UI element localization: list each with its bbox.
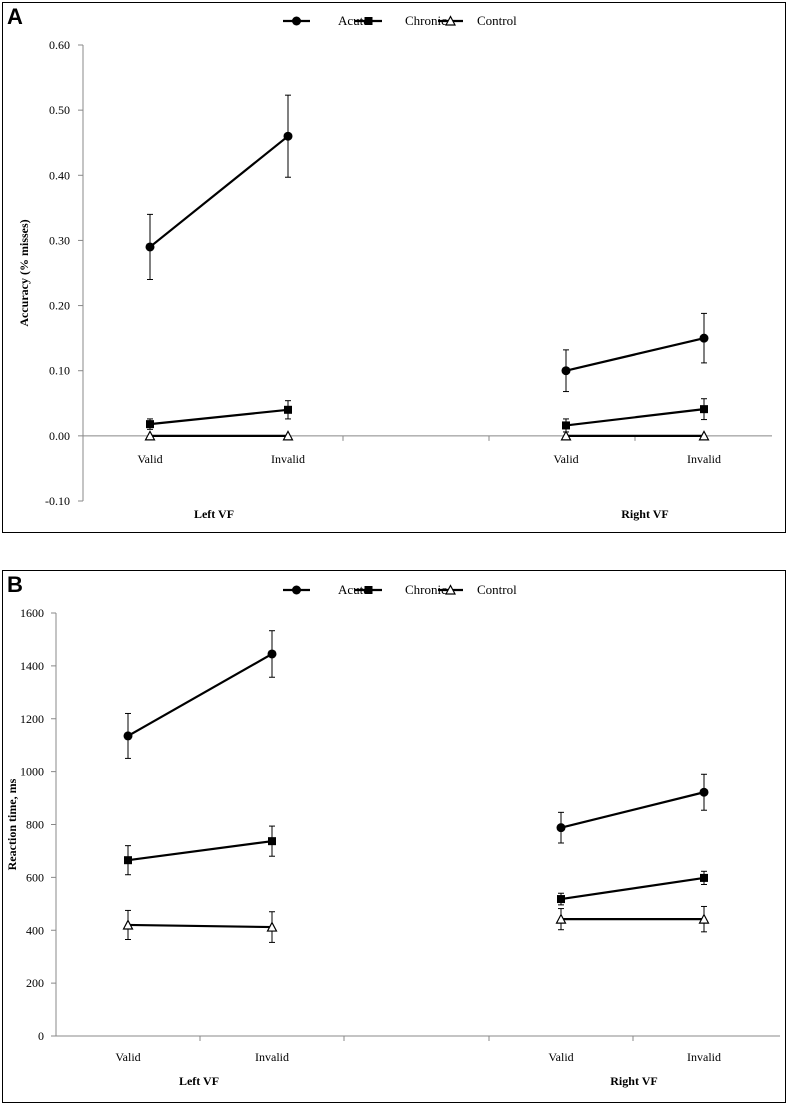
p2-acute-legend-label: Acute xyxy=(338,582,369,597)
p1-acute-series-line xyxy=(565,337,705,372)
p1-y-tick-label: 0.50 xyxy=(49,103,70,117)
p2-control-point xyxy=(122,919,134,930)
panel-a-frame xyxy=(2,2,786,533)
p1-y-tick-label: 0.00 xyxy=(49,429,70,443)
p2-control-legend-marker xyxy=(445,584,456,595)
p1-category-label: Valid xyxy=(553,452,578,466)
p2-y-tick-label: 200 xyxy=(26,976,44,990)
panel-b-frame xyxy=(2,570,786,1103)
p1-chronic-legend-marker xyxy=(364,17,373,25)
p2-chronic-point xyxy=(557,895,565,904)
p1-acute-point xyxy=(283,131,293,141)
p2-chronic-point xyxy=(700,873,708,882)
p1-y-tick-label: 0.20 xyxy=(49,299,70,313)
p1-category-label: Valid xyxy=(137,452,162,466)
p1-chronic-point xyxy=(562,421,570,430)
p1-y-tick-label: 0.30 xyxy=(49,233,70,247)
p2-category-label: Invalid xyxy=(687,1050,721,1064)
p2-acute-series-line xyxy=(560,791,705,829)
panel-letter-b: B xyxy=(7,572,23,597)
p2-control-point xyxy=(266,921,278,932)
p1-control-point xyxy=(282,430,294,441)
p1-chronic-legend-label: Chronic xyxy=(405,13,447,28)
p2-y-tick-label: 800 xyxy=(26,818,44,832)
p2-chronic-point xyxy=(124,856,132,865)
p2-y-axis-label: Reaction time, ms xyxy=(5,778,19,870)
p2-y-tick-label: 600 xyxy=(26,870,44,884)
p1-chronic-point xyxy=(700,405,708,414)
p2-chronic-point xyxy=(268,837,276,846)
p1-control-legend-label: Control xyxy=(477,13,517,28)
p2-y-tick-label: 1400 xyxy=(20,659,44,673)
p2-y-tick-label: 1000 xyxy=(20,765,44,779)
p2-acute-point xyxy=(123,731,133,741)
p1-y-tick-label: 0.10 xyxy=(49,364,70,378)
p1-y-tick-label: -0.10 xyxy=(45,494,70,508)
p1-acute-series-line xyxy=(149,135,289,248)
p2-chronic-legend-label: Chronic xyxy=(405,582,447,597)
p1-group-label: Right VF xyxy=(621,507,668,521)
p2-control-point xyxy=(555,913,567,924)
p2-category-label: Invalid xyxy=(255,1050,289,1064)
p2-control-legend-label: Control xyxy=(477,582,517,597)
p2-control-point xyxy=(698,913,710,924)
p1-category-label: Invalid xyxy=(687,452,721,466)
p1-chronic-point xyxy=(146,420,154,429)
p1-control-point xyxy=(698,430,710,441)
p1-y-tick-label: 0.40 xyxy=(49,168,70,182)
p2-y-tick-label: 1200 xyxy=(20,712,44,726)
p1-group-label: Left VF xyxy=(194,507,234,521)
p1-acute-point xyxy=(699,333,709,343)
p1-y-tick-label: 0.60 xyxy=(49,38,70,52)
p1-acute-legend-marker xyxy=(292,16,301,26)
p2-y-tick-label: 1600 xyxy=(20,606,44,620)
p2-category-label: Valid xyxy=(548,1050,573,1064)
panel-letter-a: A xyxy=(7,4,23,29)
p1-chronic-point xyxy=(284,405,292,414)
p2-chronic-series-line xyxy=(127,840,273,862)
p2-control-series-line xyxy=(127,923,273,929)
p2-acute-point xyxy=(267,649,277,659)
p2-acute-point xyxy=(556,823,566,833)
p2-group-label: Left VF xyxy=(179,1074,219,1088)
p2-y-tick-label: 0 xyxy=(38,1029,44,1043)
p2-group-label: Right VF xyxy=(610,1074,657,1088)
p1-acute-point xyxy=(561,366,571,376)
p1-acute-legend-label: Acute xyxy=(338,13,369,28)
p1-acute-point xyxy=(145,242,155,252)
p2-chronic-legend-marker xyxy=(364,586,373,594)
p2-chronic-series-line xyxy=(560,876,705,901)
p1-category-label: Invalid xyxy=(271,452,305,466)
p1-chronic-series-line xyxy=(149,408,289,426)
p2-y-tick-label: 400 xyxy=(26,923,44,937)
p1-y-axis-label: Accuracy (% misses) xyxy=(17,219,31,326)
p2-acute-point xyxy=(699,787,709,797)
p1-chronic-series-line xyxy=(565,408,705,427)
p2-acute-series-line xyxy=(127,653,273,737)
p1-control-legend-marker xyxy=(445,15,456,26)
p2-category-label: Valid xyxy=(115,1050,140,1064)
p1-control-point xyxy=(144,430,156,441)
p2-acute-legend-marker xyxy=(292,585,301,595)
p1-control-point xyxy=(560,430,572,441)
